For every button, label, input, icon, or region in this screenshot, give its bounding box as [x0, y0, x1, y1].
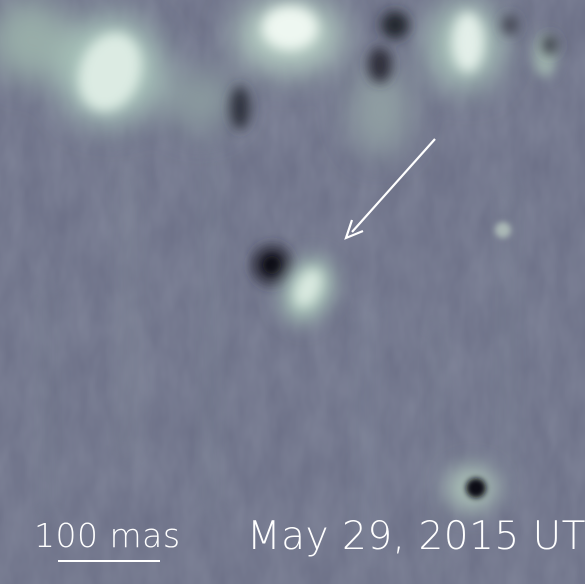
background-streaks	[40, 140, 516, 570]
arrow-down-left-icon	[344, 138, 436, 240]
central-feature	[252, 245, 335, 323]
scale-label: 100 mas	[34, 516, 181, 555]
bottom-dark-spot	[446, 464, 498, 512]
top-bright-regions	[0, 0, 503, 155]
dark-spots	[230, 11, 558, 130]
scale-bar	[58, 560, 160, 562]
observation-date: May 29, 2015 UT	[247, 514, 585, 559]
